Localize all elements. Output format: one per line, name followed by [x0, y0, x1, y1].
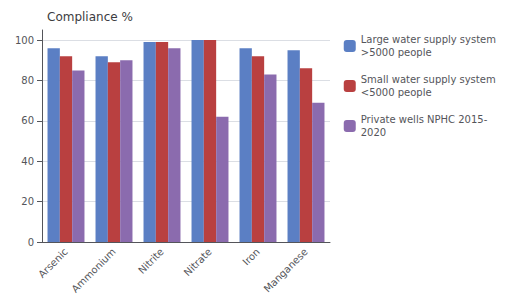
svg-text:Small water supply system: Small water supply system [361, 74, 496, 85]
svg-text:2020: 2020 [361, 127, 386, 138]
svg-text:60: 60 [21, 115, 34, 126]
svg-text:Iron: Iron [240, 246, 261, 267]
svg-text:80: 80 [21, 75, 34, 86]
svg-text:>5000 people: >5000 people [361, 47, 432, 58]
svg-text:40: 40 [21, 156, 34, 167]
svg-text:Private wells NPHC 2015-: Private wells NPHC 2015- [361, 114, 488, 125]
svg-text:100: 100 [15, 35, 34, 46]
svg-text:Manganese: Manganese [262, 246, 310, 294]
svg-text:Nitrite: Nitrite [136, 246, 166, 276]
svg-text:Large water supply system: Large water supply system [361, 34, 496, 45]
svg-text:Ammonium: Ammonium [69, 246, 117, 294]
svg-text:0: 0 [28, 237, 34, 248]
svg-text:Compliance %: Compliance % [47, 10, 133, 24]
svg-text:Nitrate: Nitrate [182, 246, 214, 278]
svg-text:Arsenic: Arsenic [36, 246, 70, 280]
svg-text:<5000 people: <5000 people [361, 87, 432, 98]
svg-text:20: 20 [21, 196, 34, 207]
